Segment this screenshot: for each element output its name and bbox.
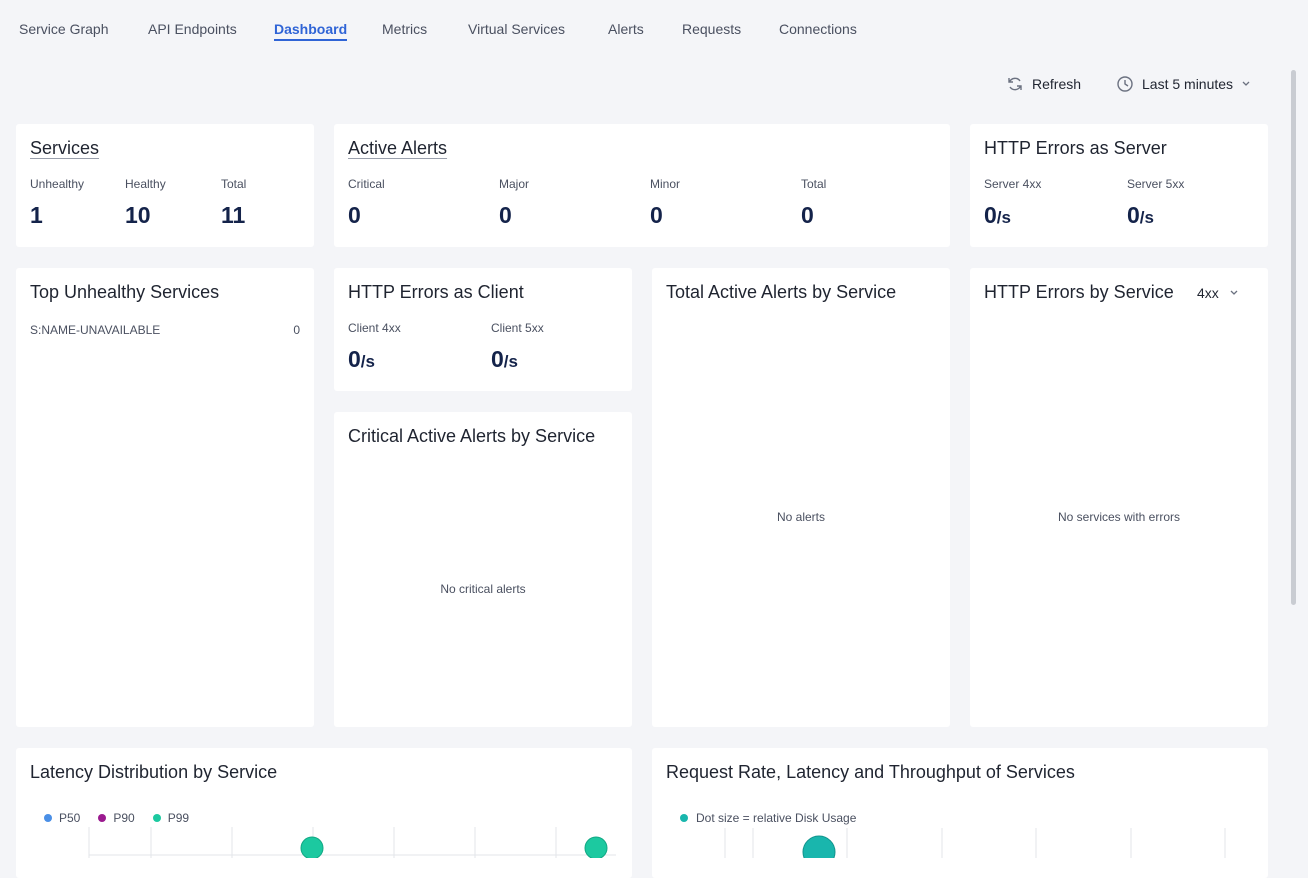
active-alerts-card: Active Alerts Critical 0 Major 0 Minor 0…	[334, 124, 950, 247]
card-title: Total Active Alerts by Service	[666, 282, 897, 302]
legend: Dot size = relative Disk Usage	[680, 811, 856, 825]
row-name: S:NAME-UNAVAILABLE	[30, 323, 161, 337]
legend-item[interactable]: P90	[98, 811, 135, 825]
unit: /s	[996, 208, 1011, 227]
unit: /s	[1139, 208, 1154, 227]
stat-value: 0/s	[1127, 202, 1154, 229]
stat-value: 0	[650, 202, 663, 228]
unit: /s	[360, 352, 375, 371]
tab[interactable]: API Endpoints	[148, 21, 237, 37]
tab[interactable]: Metrics	[382, 21, 428, 37]
stat-label: Total	[221, 177, 247, 191]
time-range-label: Last 5 minutes	[1142, 76, 1234, 92]
services-card: Services Unhealthy 1 Healthy 10 Total 11	[16, 124, 314, 247]
legend-item[interactable]: P99	[152, 811, 190, 825]
legend-item[interactable]: P50	[44, 811, 80, 825]
stat-value: 11	[221, 202, 246, 228]
stat-value: 0	[499, 202, 512, 228]
http-errors-client-card: HTTP Errors as Client Client 4xx 0/s Cli…	[334, 268, 632, 391]
latency-card: Latency Distribution by Service P50 P90 …	[16, 748, 632, 878]
card-title: HTTP Errors as Client	[348, 282, 524, 302]
stat-value: 1	[30, 202, 43, 228]
critical-alerts-card: Critical Active Alerts by Service No cri…	[334, 412, 632, 727]
empty-message: No alerts	[776, 510, 826, 524]
card-title: Latency Distribution by Service	[30, 762, 278, 782]
stat-label: Server 4xx	[984, 177, 1042, 191]
value: 0	[1127, 202, 1140, 228]
tab[interactable]: Connections	[779, 21, 857, 37]
card-title: Request Rate, Latency and Throughput of …	[666, 762, 1075, 782]
request-rate-card: Request Rate, Latency and Throughput of …	[652, 748, 1268, 878]
card-title[interactable]: Active Alerts	[348, 138, 448, 158]
stat-label: Major	[499, 177, 530, 191]
legend: P50 P90 P99	[44, 811, 189, 825]
stat-value: 0/s	[984, 202, 1011, 229]
time-range[interactable]: Last 5 minutes	[1116, 75, 1251, 93]
stat-value: 10	[125, 202, 151, 228]
value: 0	[348, 346, 361, 372]
tab[interactable]: Service Graph	[19, 21, 109, 37]
tab-active[interactable]: Dashboard	[274, 21, 348, 41]
top-unhealthy-card: Top Unhealthy Services S:NAME-UNAVAILABL…	[16, 268, 314, 727]
stat-value: 0/s	[348, 346, 375, 373]
filter-select[interactable]: 4xx	[1197, 285, 1239, 301]
chevron	[1230, 290, 1238, 295]
card-title[interactable]: Services	[30, 138, 100, 158]
stat-value: 0	[348, 202, 361, 228]
value: 0	[984, 202, 997, 228]
stat-label: Client 4xx	[348, 321, 401, 335]
http-errors-by-service-card: HTTP Errors by Service 4xx No services w…	[970, 268, 1268, 727]
stat-value: 0/s	[491, 346, 518, 373]
latency-plot	[88, 827, 616, 858]
row-value: 0	[293, 323, 300, 337]
scrollbar[interactable]	[1291, 70, 1296, 605]
request-rate-plot	[724, 828, 1226, 858]
stat-label: Minor	[650, 177, 681, 191]
tab[interactable]: Alerts	[608, 21, 644, 37]
card-title: Critical Active Alerts by Service	[348, 426, 596, 446]
refresh-icon	[1008, 77, 1022, 91]
legend-label: P50	[59, 811, 81, 825]
legend-label: Dot size = relative Disk Usage	[696, 811, 857, 825]
stat-label: Client 5xx	[491, 321, 544, 335]
stat-label: Critical	[348, 177, 385, 191]
card-title: HTTP Errors as Server	[984, 138, 1167, 158]
tab[interactable]: Requests	[682, 21, 742, 37]
stat-label: Healthy	[125, 177, 166, 191]
legend-label: P90	[113, 811, 135, 825]
http-errors-server-card: HTTP Errors as Server Server 4xx 0/s Ser…	[970, 124, 1268, 247]
tab[interactable]: Virtual Services	[468, 21, 566, 37]
page: Service Graph API Endpoints Dashboard Me…	[16, 21, 1296, 878]
chevron	[1242, 81, 1250, 86]
refresh-label: Refresh	[1032, 76, 1082, 92]
filter-value: 4xx	[1197, 285, 1219, 301]
value: 0	[491, 346, 504, 372]
stat-value: 0	[801, 202, 814, 228]
empty-message: No services with errors	[1057, 510, 1181, 524]
unit: /s	[503, 352, 518, 371]
stat-label: Unhealthy	[30, 177, 85, 191]
empty-message: No critical alerts	[440, 582, 526, 596]
stat-label: Server 5xx	[1127, 177, 1185, 191]
card-title: HTTP Errors by Service	[984, 282, 1174, 302]
card-title: Top Unhealthy Services	[30, 282, 220, 302]
stat-label: Total	[801, 177, 827, 191]
clock-icon	[1117, 76, 1133, 92]
legend-label: P99	[167, 811, 190, 825]
total-alerts-card: Total Active Alerts by Service No alerts	[652, 268, 950, 727]
refresh-button[interactable]: Refresh	[1006, 75, 1081, 93]
